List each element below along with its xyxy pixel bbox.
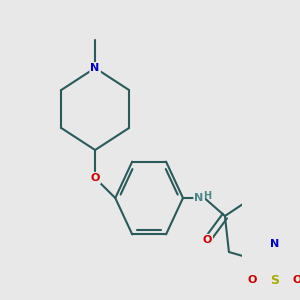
Text: N: N — [91, 63, 100, 73]
Text: O: O — [202, 235, 212, 245]
Text: S: S — [270, 274, 279, 286]
Text: O: O — [90, 173, 100, 183]
Text: H: H — [203, 191, 211, 201]
Text: N: N — [194, 193, 204, 203]
Text: N: N — [270, 239, 280, 249]
Text: O: O — [248, 275, 257, 285]
Text: O: O — [293, 275, 300, 285]
